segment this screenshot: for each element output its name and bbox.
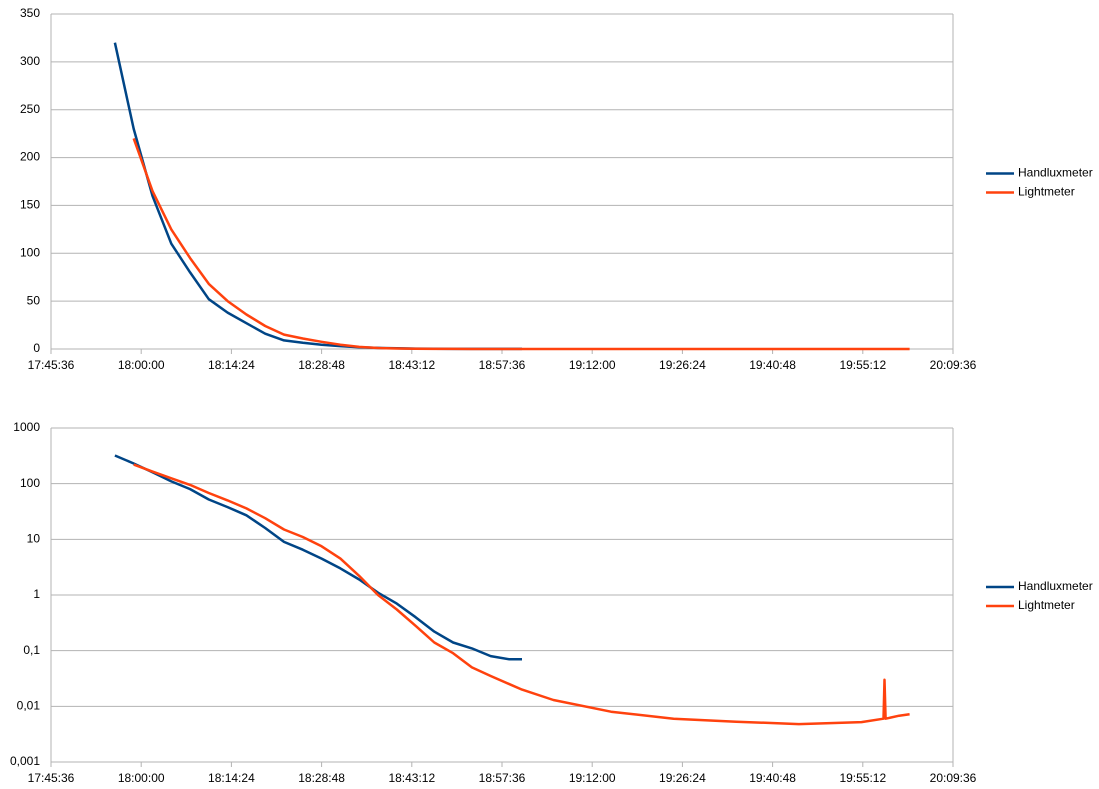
x-tick-label: 19:40:48 (749, 771, 796, 785)
x-tick-label: 18:28:48 (298, 771, 345, 785)
series-line (113, 42, 522, 351)
legend-label: Lightmeter (1018, 185, 1075, 199)
x-tick-label: 18:14:24 (208, 358, 255, 372)
y-tick-label: 50 (27, 293, 41, 307)
series-line (132, 137, 910, 351)
x-tick-label: 18:28:48 (298, 358, 345, 372)
x-tick-label: 19:12:00 (569, 358, 616, 372)
x-tick-label: 20:09:36 (930, 771, 977, 785)
y-tick-label: 1 (33, 587, 40, 601)
y-tick-label: 0 (33, 341, 40, 355)
x-tick-label: 18:57:36 (479, 771, 526, 785)
y-tick-label: 250 (20, 102, 40, 116)
y-tick-label: 350 (20, 6, 40, 20)
x-tick-label: 19:26:24 (659, 771, 706, 785)
x-tick-label: 20:09:36 (930, 358, 977, 372)
x-tick-label: 19:40:48 (749, 358, 796, 372)
y-tick-label: 0,001 (10, 754, 40, 768)
y-tick-label: 100 (20, 245, 40, 259)
y-tick-label: 0,01 (17, 699, 41, 713)
series-line (114, 454, 522, 661)
series-line (133, 463, 910, 726)
x-tick-label: 17:45:36 (28, 771, 75, 785)
y-tick-label: 150 (20, 198, 40, 212)
x-tick-label: 19:55:12 (839, 358, 886, 372)
y-tick-label: 1000 (13, 420, 40, 434)
legend-label: Lightmeter (1018, 598, 1075, 612)
legend-label: Handluxmeter (1018, 166, 1093, 180)
x-tick-label: 18:00:00 (118, 771, 165, 785)
x-tick-label: 18:00:00 (118, 358, 165, 372)
x-tick-label: 19:26:24 (659, 358, 706, 372)
x-tick-label: 19:55:12 (839, 771, 886, 785)
x-tick-label: 17:45:36 (28, 358, 75, 372)
x-tick-label: 18:43:12 (388, 771, 435, 785)
y-tick-label: 200 (20, 150, 40, 164)
y-tick-label: 0,1 (23, 643, 40, 657)
y-tick-label: 100 (20, 476, 40, 490)
x-tick-label: 19:12:00 (569, 771, 616, 785)
x-tick-label: 18:14:24 (208, 771, 255, 785)
x-tick-label: 18:57:36 (479, 358, 526, 372)
y-tick-label: 300 (20, 54, 40, 68)
y-tick-label: 10 (27, 532, 41, 546)
x-tick-label: 18:43:12 (388, 358, 435, 372)
legend-label: Handluxmeter (1018, 579, 1093, 593)
